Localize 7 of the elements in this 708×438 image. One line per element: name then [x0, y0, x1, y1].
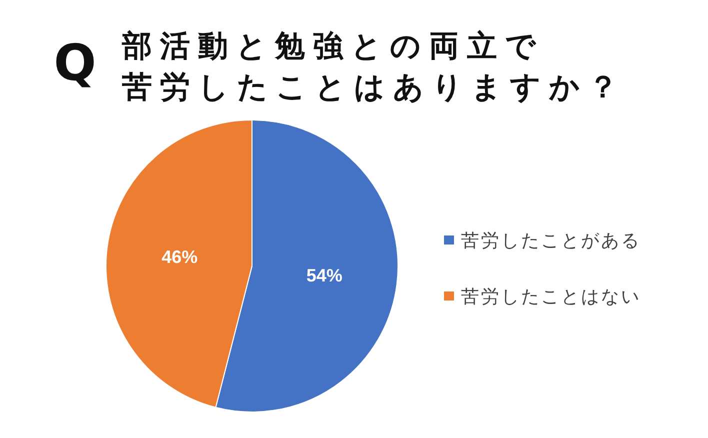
data-label: 54% [306, 265, 342, 286]
legend-label: 苦労したことがある [461, 230, 641, 252]
data-label: 46% [162, 247, 198, 268]
chart-subtitle: 苦労したことはありますか？ [121, 70, 626, 105]
text: Q [54, 34, 96, 92]
legend-label: 苦労したことはない [461, 286, 641, 308]
chart-title: 部活動と勉強との両立で [121, 29, 544, 64]
